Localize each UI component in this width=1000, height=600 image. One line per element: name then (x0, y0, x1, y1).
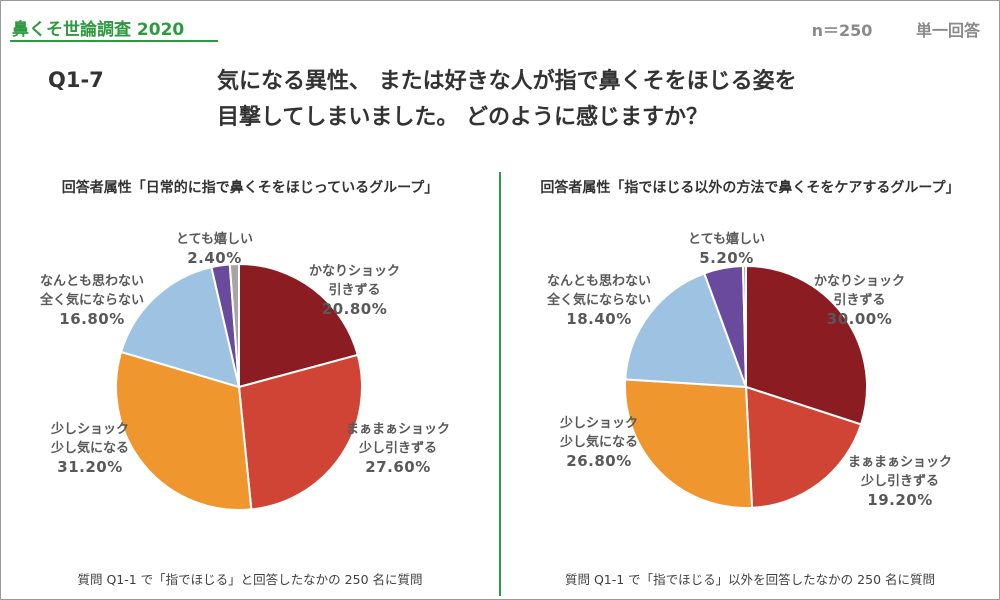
slice-label-text: かなりショック (814, 274, 906, 289)
question-number: Q1-7 (48, 68, 104, 92)
slice-percent: 5.20% (699, 249, 754, 267)
chart-title: 回答者属性「指でほじる以外の方法で鼻くそをケアするグループ」 (540, 180, 960, 196)
slice-percent: 16.80% (59, 310, 125, 328)
chart-footnote: 質問 Q1-1 で「指でほじる」以外を回答したなかの 250 名に質問 (564, 572, 935, 587)
slice-label-text: 全く気にならない (547, 293, 652, 308)
slice-label-text: かなりショック (309, 264, 401, 279)
sample-size: n＝250 (811, 21, 873, 40)
pie-chart-left: 回答者属性「日常的に指で鼻くそをほじっているグループ」 質問 Q1-1 で「指で… (40, 180, 450, 587)
chart-title: 回答者属性「日常的に指で鼻くそをほじっているグループ」 (61, 180, 439, 196)
slice-label-1: かなりショック 引きずる 20.80% (309, 262, 400, 319)
pie-slice-1 (238, 262, 359, 389)
center-divider (499, 172, 501, 596)
slice-percent: 31.20% (57, 458, 123, 476)
slice-label-text: とても嬉しい (688, 232, 765, 247)
slice-label-text: とても嬉しい (176, 232, 253, 247)
slice-percent: 2.40% (187, 249, 242, 267)
pie-slice-3 (624, 378, 754, 509)
slice-label-5: とても嬉しい 5.20% (688, 230, 765, 268)
slice-label-text: 引きずる (833, 293, 886, 308)
slice-label-text: まぁまぁショック (346, 422, 451, 437)
pie-slice-2 (237, 353, 363, 511)
slice-label-text: 引きずる (328, 283, 381, 298)
question-text: 気になる異性、 または好きな人が指で鼻くそをほじる姿を 目撃してしまいました。 … (217, 64, 797, 136)
pie-slice-2 (744, 385, 863, 509)
slice-label-3: 少しショック 少し気になる 26.80% (560, 414, 638, 471)
slice-label-text: なんとも思わない (40, 274, 145, 289)
pie-svg (114, 262, 363, 511)
brand-underline (10, 40, 218, 42)
slice-percent: 30.00% (826, 310, 893, 328)
chart-footnote: 質問 Q1-1 で「指でほじる」と回答したなかの 250 名に質問 (77, 572, 423, 587)
pie-svg (624, 264, 868, 509)
pie-slice-6 (228, 262, 240, 388)
slice-label-4: なんとも思わない 全く気にならない 18.40% (547, 272, 651, 329)
slice-percent: 20.80% (321, 300, 388, 318)
slice-label-2: まぁまぁショック 少し引きずる 27.60% (346, 420, 450, 477)
slice-label-text: 少し引きずる (359, 441, 438, 456)
slice-label-2: まぁまぁショック 少し引きずる 19.20% (848, 453, 952, 510)
slice-label-text: なんとも思わない (547, 274, 652, 289)
slice-percent: 18.40% (566, 310, 632, 328)
pie-slice-1 (745, 264, 868, 426)
slice-percent: 27.60% (365, 458, 431, 476)
slice-label-text: まぁまぁショック (848, 455, 953, 470)
pie-slice-4 (119, 265, 241, 389)
slice-label-4: なんとも思わない 全く気にならない 16.80% (40, 272, 144, 329)
pie-slice-3 (114, 350, 253, 511)
slice-label-text: 少し気になる (560, 435, 639, 450)
slice-percent: 19.20% (867, 491, 933, 509)
question-line-2: 目撃してしまいました。 どのように感じますか？ (217, 105, 709, 130)
slice-label-5: とても嬉しい 2.40% (176, 230, 253, 268)
question-line-1: 気になる異性、 または好きな人が指で鼻くそをほじる姿を (217, 69, 797, 94)
brand-title: 鼻くそ世論調査 2020 (12, 20, 185, 40)
pie-chart-right: 回答者属性「指でほじる以外の方法で鼻くそをケアするグループ」 質問 Q1-1 で… (500, 0, 1000, 600)
slice-label-text: 全く気にならない (40, 293, 145, 308)
answer-type: 単一回答 (915, 21, 980, 40)
slice-label-text: 少しショック (560, 416, 639, 431)
slice-percent: 26.80% (566, 452, 632, 470)
pie-slice-6 (741, 264, 747, 388)
slice-label-text: 少しショック (51, 422, 130, 437)
slice-label-text: 少し気になる (51, 441, 130, 456)
pie-slice-4 (624, 272, 748, 389)
slice-label-text: 少し引きずる (861, 474, 940, 489)
slice-label-3: 少しショック 少し気になる 31.20% (51, 420, 129, 477)
header-meta: n＝250 単一回答 (774, 17, 980, 41)
slice-label-1: かなりショック 引きずる 30.00% (814, 272, 905, 329)
